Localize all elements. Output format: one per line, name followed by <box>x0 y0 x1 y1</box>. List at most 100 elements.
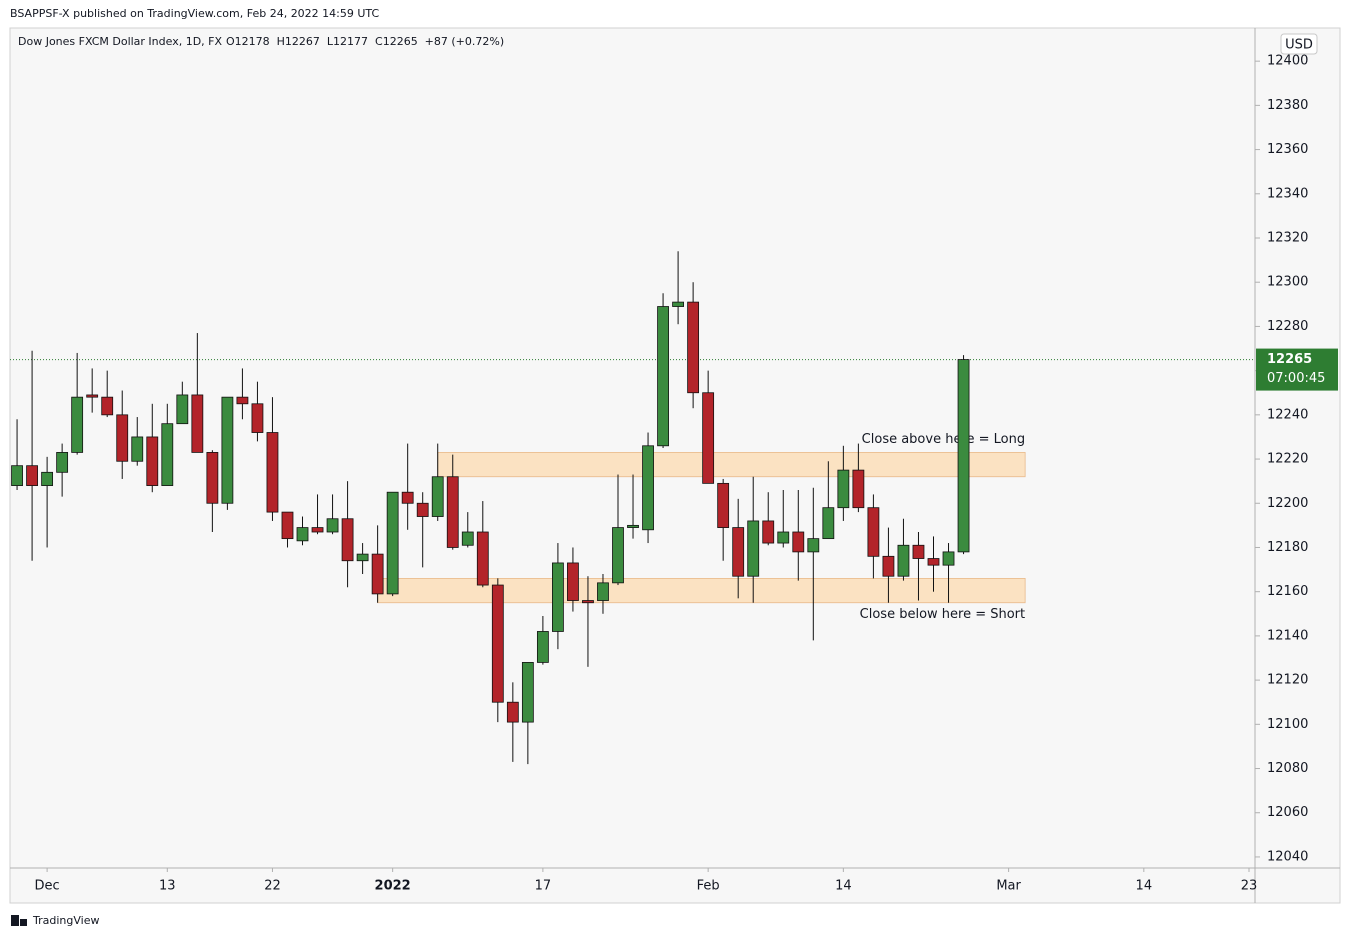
x-tick-label: 22 <box>264 879 281 894</box>
candle <box>747 476 760 603</box>
candle-body <box>912 544 925 559</box>
currency-badge[interactable] <box>1280 33 1318 55</box>
x-tick-label: 17 <box>535 879 552 894</box>
candle <box>672 251 684 325</box>
candle <box>957 355 970 555</box>
candle-body <box>251 403 264 433</box>
chart-title: Dow Jones FXCM Dollar Index, 1D, FX <box>18 35 223 48</box>
candle-body <box>296 527 309 542</box>
candle <box>882 527 895 603</box>
candle-body <box>822 507 835 540</box>
candle <box>521 662 534 765</box>
candle <box>131 417 144 466</box>
candle <box>567 547 579 612</box>
y-tick-label: 12380 <box>1267 98 1308 113</box>
candle-body <box>446 476 459 548</box>
candle-body <box>131 436 144 462</box>
y-tick-label: 12340 <box>1267 186 1308 201</box>
candle <box>837 445 850 521</box>
candle-body <box>371 553 384 595</box>
candle <box>236 368 249 420</box>
candle <box>792 490 805 581</box>
candle-body <box>732 527 745 577</box>
y-tick-label: 12140 <box>1267 628 1308 643</box>
zone-label: Close above here = Long <box>862 432 1025 447</box>
candle-body <box>627 524 639 528</box>
candle-body <box>146 436 159 486</box>
candle <box>822 461 835 540</box>
candle <box>176 381 189 425</box>
candle-body <box>762 520 775 544</box>
candle <box>71 352 84 455</box>
candle <box>552 543 564 650</box>
candle-body <box>792 531 805 553</box>
candle <box>26 350 38 561</box>
x-tick-label: 13 <box>159 879 176 894</box>
candle-body <box>326 518 339 533</box>
candle-body <box>236 396 249 405</box>
candle-body <box>101 396 114 416</box>
candle <box>476 501 489 588</box>
candle <box>41 456 54 548</box>
candle <box>416 492 429 568</box>
zone-label: Close below here = Short <box>860 607 1025 622</box>
candle <box>56 443 69 497</box>
candle-body <box>927 558 940 566</box>
candle-body <box>41 471 54 486</box>
candle <box>371 525 384 603</box>
candle-body <box>657 306 669 447</box>
candle <box>251 381 264 442</box>
candle <box>627 474 639 539</box>
candle <box>642 432 654 544</box>
candle-body <box>687 301 700 394</box>
candle <box>356 543 369 574</box>
candle <box>221 396 234 510</box>
currency: USD <box>1285 38 1313 53</box>
candle-body <box>747 520 760 577</box>
candle-body <box>206 452 219 504</box>
x-tick-label: 14 <box>1136 879 1153 894</box>
candle-body <box>582 600 594 604</box>
candle-body <box>837 469 850 509</box>
y-tick-label: 12240 <box>1267 407 1308 422</box>
x-tick-label: Feb <box>697 879 720 894</box>
y-tick-label: 12120 <box>1267 673 1308 688</box>
y-tick-label: 12200 <box>1267 496 1308 511</box>
candle <box>491 578 504 723</box>
candle-body <box>461 531 474 546</box>
candle-body <box>281 511 294 540</box>
candle-body <box>897 544 910 577</box>
candle-body <box>717 482 730 528</box>
candle-body <box>476 531 489 586</box>
candle <box>927 536 940 592</box>
y-tick-label: 12080 <box>1267 761 1308 776</box>
y-tick-label: 12220 <box>1267 452 1308 467</box>
candle <box>852 443 865 513</box>
candle-body <box>942 551 955 566</box>
candle <box>266 397 279 521</box>
candle-body <box>26 465 38 486</box>
candle-body <box>176 394 189 425</box>
footer-brand: TradingView <box>32 914 99 927</box>
candle-body <box>612 527 624 584</box>
candle <box>161 403 174 486</box>
ohlc-legend: O12178 H12267 L12177 C12265 +87 (+0.72%) <box>226 35 504 48</box>
logo <box>11 915 27 926</box>
candle <box>11 419 23 490</box>
candle-body <box>191 394 204 453</box>
zone <box>377 578 1026 604</box>
candle <box>281 511 294 548</box>
candle-body <box>86 394 99 398</box>
candle <box>807 487 820 641</box>
candle <box>341 481 354 588</box>
candle <box>867 494 880 579</box>
candle-body <box>867 507 880 557</box>
candle-body <box>506 701 519 723</box>
candle-body <box>161 423 174 486</box>
candle <box>612 474 624 586</box>
candle <box>777 490 790 548</box>
last-price-label: 12265 <box>1267 352 1312 367</box>
candle <box>326 494 339 535</box>
y-tick-label: 12180 <box>1267 540 1308 555</box>
candle-body <box>957 359 970 553</box>
